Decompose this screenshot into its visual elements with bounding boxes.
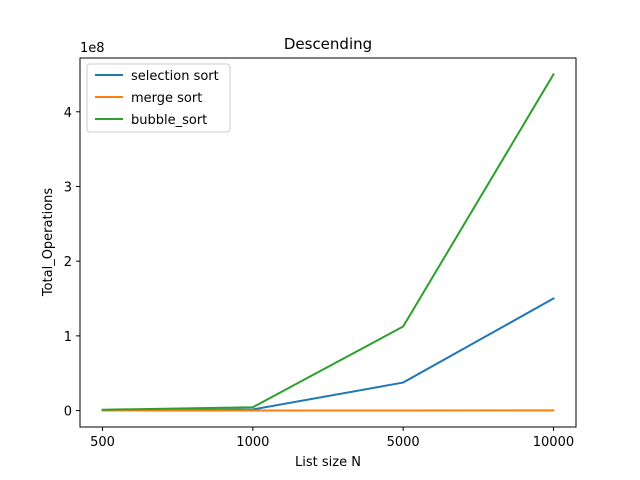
y-tick-label: 1 — [64, 330, 72, 345]
y-axis-label: Total_Operations — [41, 188, 56, 298]
legend-label-merge-sort: merge sort — [131, 91, 202, 106]
legend-label-bubble-sort: bubble_sort — [131, 113, 207, 128]
x-tick-label: 5000 — [387, 435, 420, 450]
x-tick-label: 500 — [90, 435, 115, 450]
legend-frame — [86, 63, 231, 133]
plot-frame — [79, 57, 577, 428]
y-axis-offset-text: 1e8 — [80, 41, 105, 56]
y-tick-label: 4 — [64, 106, 72, 121]
legend-label-selection-sort: selection sort — [131, 69, 219, 84]
y-axis-ticks: 0 1 2 3 4 — [64, 106, 80, 420]
series-line-bubble-sort — [101, 73, 555, 411]
series-layer — [101, 73, 555, 412]
y-tick-label: 0 — [64, 405, 72, 420]
legend: selection sort merge sort bubble_sort — [86, 63, 231, 133]
y-tick-label: 2 — [64, 255, 72, 270]
chart-title: Descending — [284, 35, 372, 53]
x-tick-label: 10000 — [533, 435, 574, 450]
x-tick-label: 1000 — [236, 435, 269, 450]
x-axis-ticks: 500 1000 5000 10000 — [90, 427, 574, 450]
y-tick-label: 3 — [64, 180, 72, 195]
x-axis-label: List size N — [295, 455, 361, 470]
